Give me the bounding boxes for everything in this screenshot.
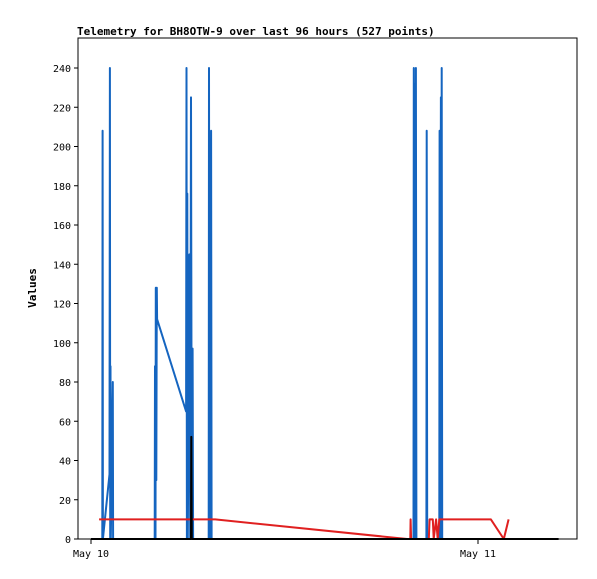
y-tick-label: 100: [53, 339, 71, 350]
y-tick-label: 60: [59, 417, 71, 428]
chart-title: Telemetry for BH8OTW-9 over last 96 hour…: [77, 25, 435, 38]
y-tick-label: 240: [53, 64, 71, 75]
x-axis: May 10 May 11: [73, 539, 496, 560]
series-layer: [91, 67, 559, 540]
y-axis-label: Values: [26, 268, 39, 308]
y-tick-label: 220: [53, 103, 71, 114]
y-tick-label: 140: [53, 260, 71, 271]
y-tick-label: 200: [53, 143, 71, 154]
y-tick-label: 180: [53, 182, 71, 193]
plot-frame: [77, 37, 578, 540]
x-tick-label: May 10: [73, 549, 109, 560]
y-tick-label: 40: [59, 457, 71, 468]
y-tick-label: 120: [53, 300, 71, 311]
series-line-3: [91, 435, 559, 540]
y-tick-label: 80: [59, 378, 71, 389]
y-tick-label: 0: [65, 535, 71, 546]
y-axis: 0 20 40 60 80 100 120 140 160 180 200 220 240: [53, 64, 78, 546]
y-tick-label: 160: [53, 221, 71, 232]
series-line-2: [99, 518, 510, 540]
y-tick-label: 20: [59, 496, 71, 507]
x-tick-label: May 11: [460, 549, 496, 560]
